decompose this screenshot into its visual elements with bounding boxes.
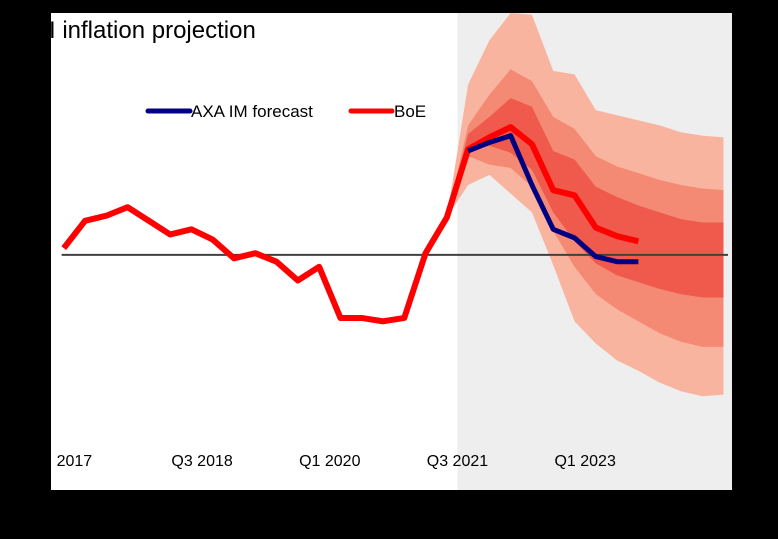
legend-label-boe: BoE — [394, 102, 426, 121]
x-axis-tick-labels: 2017 Q3 2018 Q1 2020 Q3 2021 Q1 2023 — [57, 453, 616, 470]
x-tick-label: 2017 — [57, 453, 93, 470]
x-tick-label: Q1 2020 — [299, 453, 360, 470]
legend: AXA IM forecast BoE — [145, 102, 426, 121]
x-tick-label: Q3 2018 — [171, 453, 232, 470]
series-lines — [61, 124, 640, 325]
chart-title: I inflation projection — [49, 17, 256, 44]
legend-entry-axa: AXA IM forecast — [145, 102, 313, 121]
x-tick-label: Q1 2023 — [554, 453, 615, 470]
series-line-axa-im-forecast — [467, 133, 639, 265]
x-tick-label: Q3 2021 — [427, 453, 488, 470]
series-line-boe — [61, 124, 640, 325]
legend-label-axa: AXA IM forecast — [191, 102, 313, 121]
legend-entry-boe: BoE — [348, 102, 426, 121]
